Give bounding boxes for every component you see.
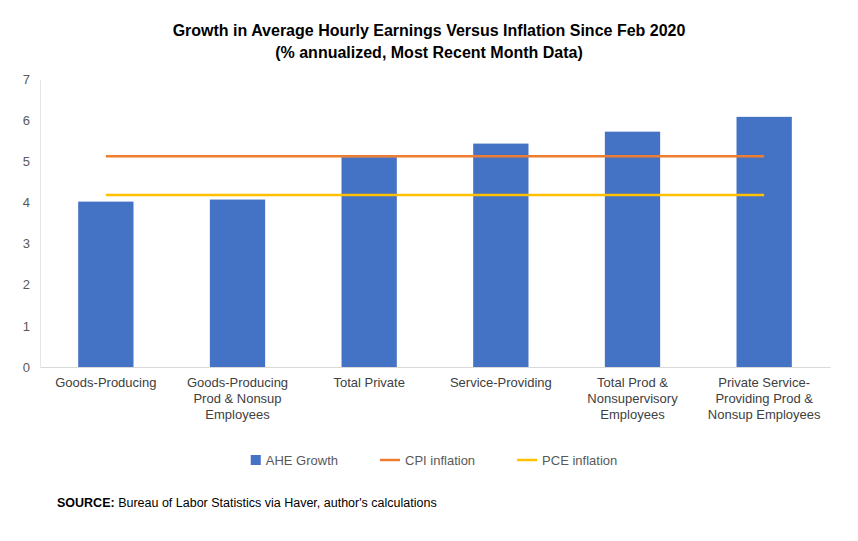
x-tick: Service-Providing	[450, 367, 552, 390]
y-tick: 2	[23, 277, 40, 292]
legend-item: PCE inflation	[517, 453, 617, 468]
x-tick-label-line: Prod & Nonsup	[193, 391, 281, 406]
bar	[342, 157, 397, 367]
line	[106, 194, 764, 197]
x-tick-label-line: Employees	[600, 407, 665, 422]
y-tick-label: 3	[23, 236, 30, 251]
legend: AHE Growth CPI inflation PCE inflation	[251, 453, 618, 468]
x-tick-label-line: Total Private	[333, 375, 405, 390]
y-axis: 0 1 2 3 4 5 6 7	[23, 72, 41, 375]
y-tick: 5	[23, 154, 40, 169]
x-axis: Goods-ProducingGoods-ProducingProd & Non…	[41, 367, 831, 422]
x-tick-label-line: Goods-Producing	[187, 375, 288, 390]
y-tick: 7	[23, 72, 40, 87]
y-tick-label: 0	[23, 360, 30, 375]
x-tick: Total Prod &NonsupervisoryEmployees	[587, 367, 678, 422]
y-tick: 3	[23, 236, 40, 251]
x-tick-label-line: Providing Prod &	[715, 391, 813, 406]
x-tick: Total Private	[333, 367, 405, 390]
background	[0, 0, 858, 541]
x-tick-label: Total Prod &NonsupervisoryEmployees	[587, 375, 678, 422]
x-tick-label-line: Nonsupervisory	[587, 391, 678, 406]
bar	[605, 132, 660, 367]
legend-symbol	[380, 459, 400, 462]
legend-label: AHE Growth	[266, 453, 338, 468]
line	[106, 155, 764, 158]
x-tick-label: Total Private	[333, 375, 405, 390]
x-tick-label: Service-Providing	[450, 375, 552, 390]
x-tick-label-line: Total Prod &	[597, 375, 668, 390]
x-tick-label: Goods-ProducingProd & NonsupEmployees	[187, 375, 288, 422]
legend-symbol	[251, 455, 261, 465]
legend-symbol	[517, 459, 537, 462]
x-tick-label-line: Private Service-	[718, 375, 810, 390]
bar	[737, 117, 792, 367]
chart: Growth in Average Hourly Earnings Versus…	[0, 0, 858, 541]
bar	[210, 200, 265, 367]
y-tick-label: 1	[23, 319, 30, 334]
y-tick: 0	[23, 360, 40, 375]
x-tick: Goods-Producing	[55, 367, 156, 390]
legend-item: CPI inflation	[380, 453, 475, 468]
y-tick: 1	[23, 319, 40, 334]
legend-item: AHE Growth	[251, 453, 338, 468]
plot-area	[78, 117, 792, 367]
subtitle: (% annualized, Most Recent Month Data)	[275, 44, 583, 61]
y-tick-label: 5	[23, 154, 30, 169]
y-tick: 4	[23, 195, 40, 210]
x-tick: Goods-ProducingProd & NonsupEmployees	[187, 367, 288, 422]
y-tick-label: 7	[23, 72, 30, 87]
x-tick: Private Service-Providing Prod &Nonsup E…	[708, 367, 821, 422]
y-axis-line	[40, 80, 41, 368]
x-axis-line	[41, 367, 831, 368]
y-tick-label: 6	[23, 113, 30, 128]
source: SOURCE: Bureau of Labor Statistics via H…	[57, 496, 437, 510]
x-tick-label: Goods-Producing	[55, 375, 156, 390]
bar	[473, 144, 528, 367]
legend-label: CPI inflation	[405, 453, 475, 468]
bar	[78, 202, 133, 367]
title: Growth in Average Hourly Earnings Versus…	[173, 22, 686, 39]
y-tick-label: 4	[23, 195, 30, 210]
x-tick-label: Private Service-Providing Prod &Nonsup E…	[708, 375, 821, 422]
x-tick-label-line: Goods-Producing	[55, 375, 156, 390]
bar-series	[78, 117, 792, 367]
legend-label: PCE inflation	[542, 453, 617, 468]
x-tick-label-line: Employees	[205, 407, 270, 422]
y-tick-label: 2	[23, 277, 30, 292]
x-tick-label-line: Nonsup Employees	[708, 407, 821, 422]
x-tick-label-line: Service-Providing	[450, 375, 552, 390]
y-tick: 6	[23, 113, 40, 128]
